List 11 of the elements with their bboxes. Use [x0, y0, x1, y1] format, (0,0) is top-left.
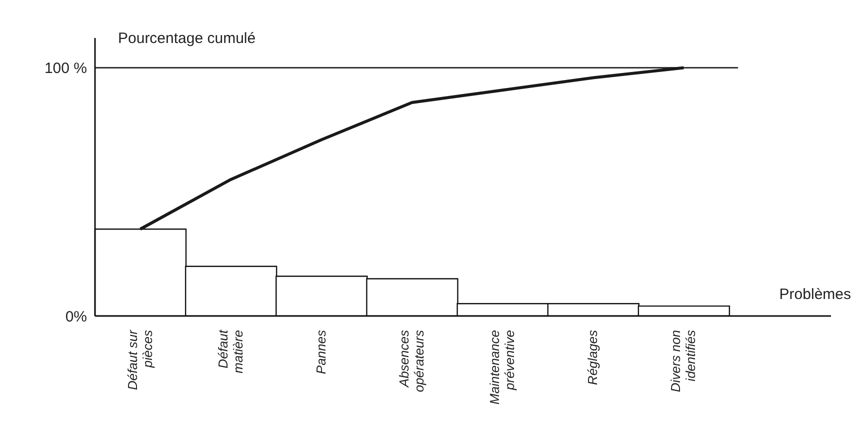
- y-tick-label: 0%: [65, 308, 87, 326]
- x-tick-label: Défaut matière: [215, 328, 246, 374]
- x-tick-label: Maintenance préventive: [487, 330, 518, 404]
- x-tick-label: Défaut sur pièces: [124, 329, 155, 390]
- x-tick-label: Divers non identifiés: [668, 330, 698, 392]
- x-tick-label: Réglages: [585, 330, 600, 385]
- x-axis-title: Problèmes: [779, 286, 851, 303]
- y-tick-label: 100 %: [44, 60, 87, 78]
- x-tick-label: Pannes: [313, 330, 328, 374]
- x-tick-label: Absences opérateurs: [396, 330, 426, 392]
- y-axis-title: Pourcentage cumulé: [118, 30, 256, 47]
